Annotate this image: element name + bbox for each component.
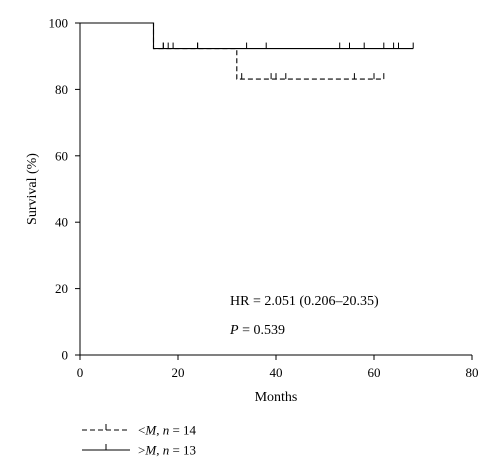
legend-label-part: = 13: [169, 443, 196, 458]
p-value: = 0.539: [239, 323, 285, 338]
legend-label-part: >: [138, 443, 145, 458]
x-tick-label: 0: [77, 365, 84, 380]
legend-label-part: ,: [156, 423, 163, 438]
legend-label-part: n: [163, 423, 170, 438]
x-tick-label: 40: [270, 365, 283, 380]
ticks: 0 20 40 60 80 0 20 40 60 80 100: [49, 16, 479, 381]
x-tick-label: 20: [172, 365, 185, 380]
legend-label: >M, n = 13: [138, 443, 196, 458]
p-label: P: [229, 323, 239, 338]
km-curve: [80, 22, 414, 50]
legend: <M, n = 14>M, n = 13: [82, 423, 197, 458]
legend-label-part: <: [138, 423, 145, 438]
x-tick-label: 60: [368, 365, 381, 380]
hazard-ratio-annotation: HR = 2.051 (0.206–20.35): [230, 294, 379, 309]
y-axis-title: Survival (%): [25, 153, 40, 225]
x-axis-title: Months: [255, 390, 298, 405]
series-layer: [80, 22, 414, 80]
legend-label: <M, n = 14: [138, 423, 197, 438]
y-tick-label: 80: [55, 82, 68, 97]
km-curve: [80, 22, 384, 80]
legend-label-part: M: [144, 443, 157, 458]
legend-label-part: n: [163, 443, 170, 458]
legend-label-part: = 14: [169, 423, 196, 438]
y-tick-label: 20: [55, 281, 68, 296]
legend-label-part: ,: [156, 443, 163, 458]
x-tick-label: 80: [466, 365, 479, 380]
y-tick-label: 60: [55, 148, 68, 163]
legend-label-part: M: [144, 423, 157, 438]
y-tick-label: 100: [49, 16, 69, 31]
y-tick-label: 0: [62, 348, 69, 363]
p-value-annotation: P = 0.539: [229, 323, 285, 338]
y-tick-label: 40: [55, 215, 68, 230]
